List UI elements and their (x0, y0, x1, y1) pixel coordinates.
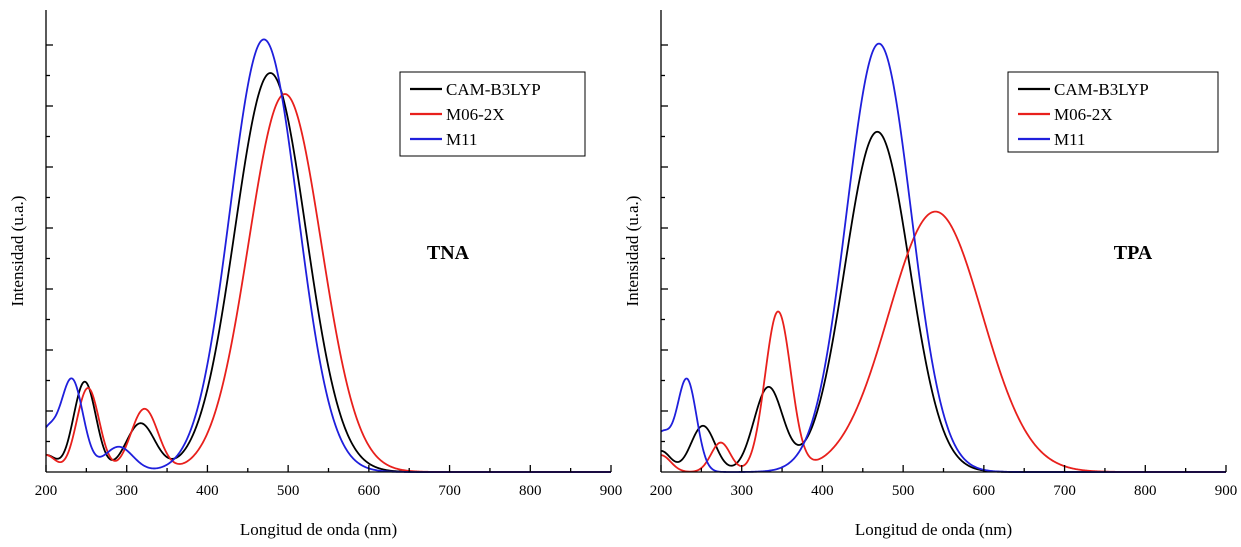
x-axis-title: Longitud de onda (nm) (855, 520, 1012, 539)
legend-label-m11: M11 (446, 130, 478, 149)
legend-label-m11: M11 (1054, 130, 1086, 149)
x-tick-label: 800 (519, 483, 542, 499)
x-tick-label: 500 (892, 483, 915, 499)
legend-label-m06-2x: M06-2X (446, 105, 505, 124)
y-axis-title: Intensidad (u.a.) (623, 196, 642, 307)
x-tick-label: 900 (1215, 483, 1238, 499)
series-line-cam-b3lyp (660, 130, 1226, 473)
x-tick-label: 300 (730, 483, 753, 499)
x-tick-label: 500 (277, 483, 300, 499)
chart-panel-tna: 200 300 400 500 600 700 800 900 Longitud de onda… (8, 10, 622, 539)
x-tick-label: 600 (358, 483, 381, 499)
legend: CAM-B3LYP M06-2X M11 (1007, 71, 1219, 153)
x-tick-label: 300 (115, 483, 138, 499)
x-tick-label: 400 (196, 483, 219, 499)
legend-label-cam-b3lyp: CAM-B3LYP (446, 80, 541, 99)
y-axis-title: Intensidad (u.a.) (8, 196, 27, 307)
x-tick-label: 200 (35, 483, 58, 499)
x-tick-label: 700 (438, 483, 461, 499)
legend-label-m06-2x: M06-2X (1054, 105, 1113, 124)
x-tick-label: 700 (1053, 483, 1076, 499)
panel-label: TNA (427, 242, 470, 264)
legend-label-cam-b3lyp: CAM-B3LYP (1054, 80, 1149, 99)
legend: CAM-B3LYP M06-2X M11 (399, 71, 586, 157)
x-tick-label: 600 (973, 483, 996, 499)
x-tick-label: 400 (811, 483, 834, 499)
x-tick-label: 900 (600, 483, 623, 499)
x-tick-label: 200 (650, 483, 673, 499)
x-tick-label: 800 (1134, 483, 1157, 499)
x-axis-title: Longitud de onda (nm) (240, 520, 397, 539)
panel-label: TPA (1114, 242, 1153, 264)
chart-panel-tpa: 200 300 400 500 600 700 800 900 Longitud de onda… (623, 10, 1237, 539)
